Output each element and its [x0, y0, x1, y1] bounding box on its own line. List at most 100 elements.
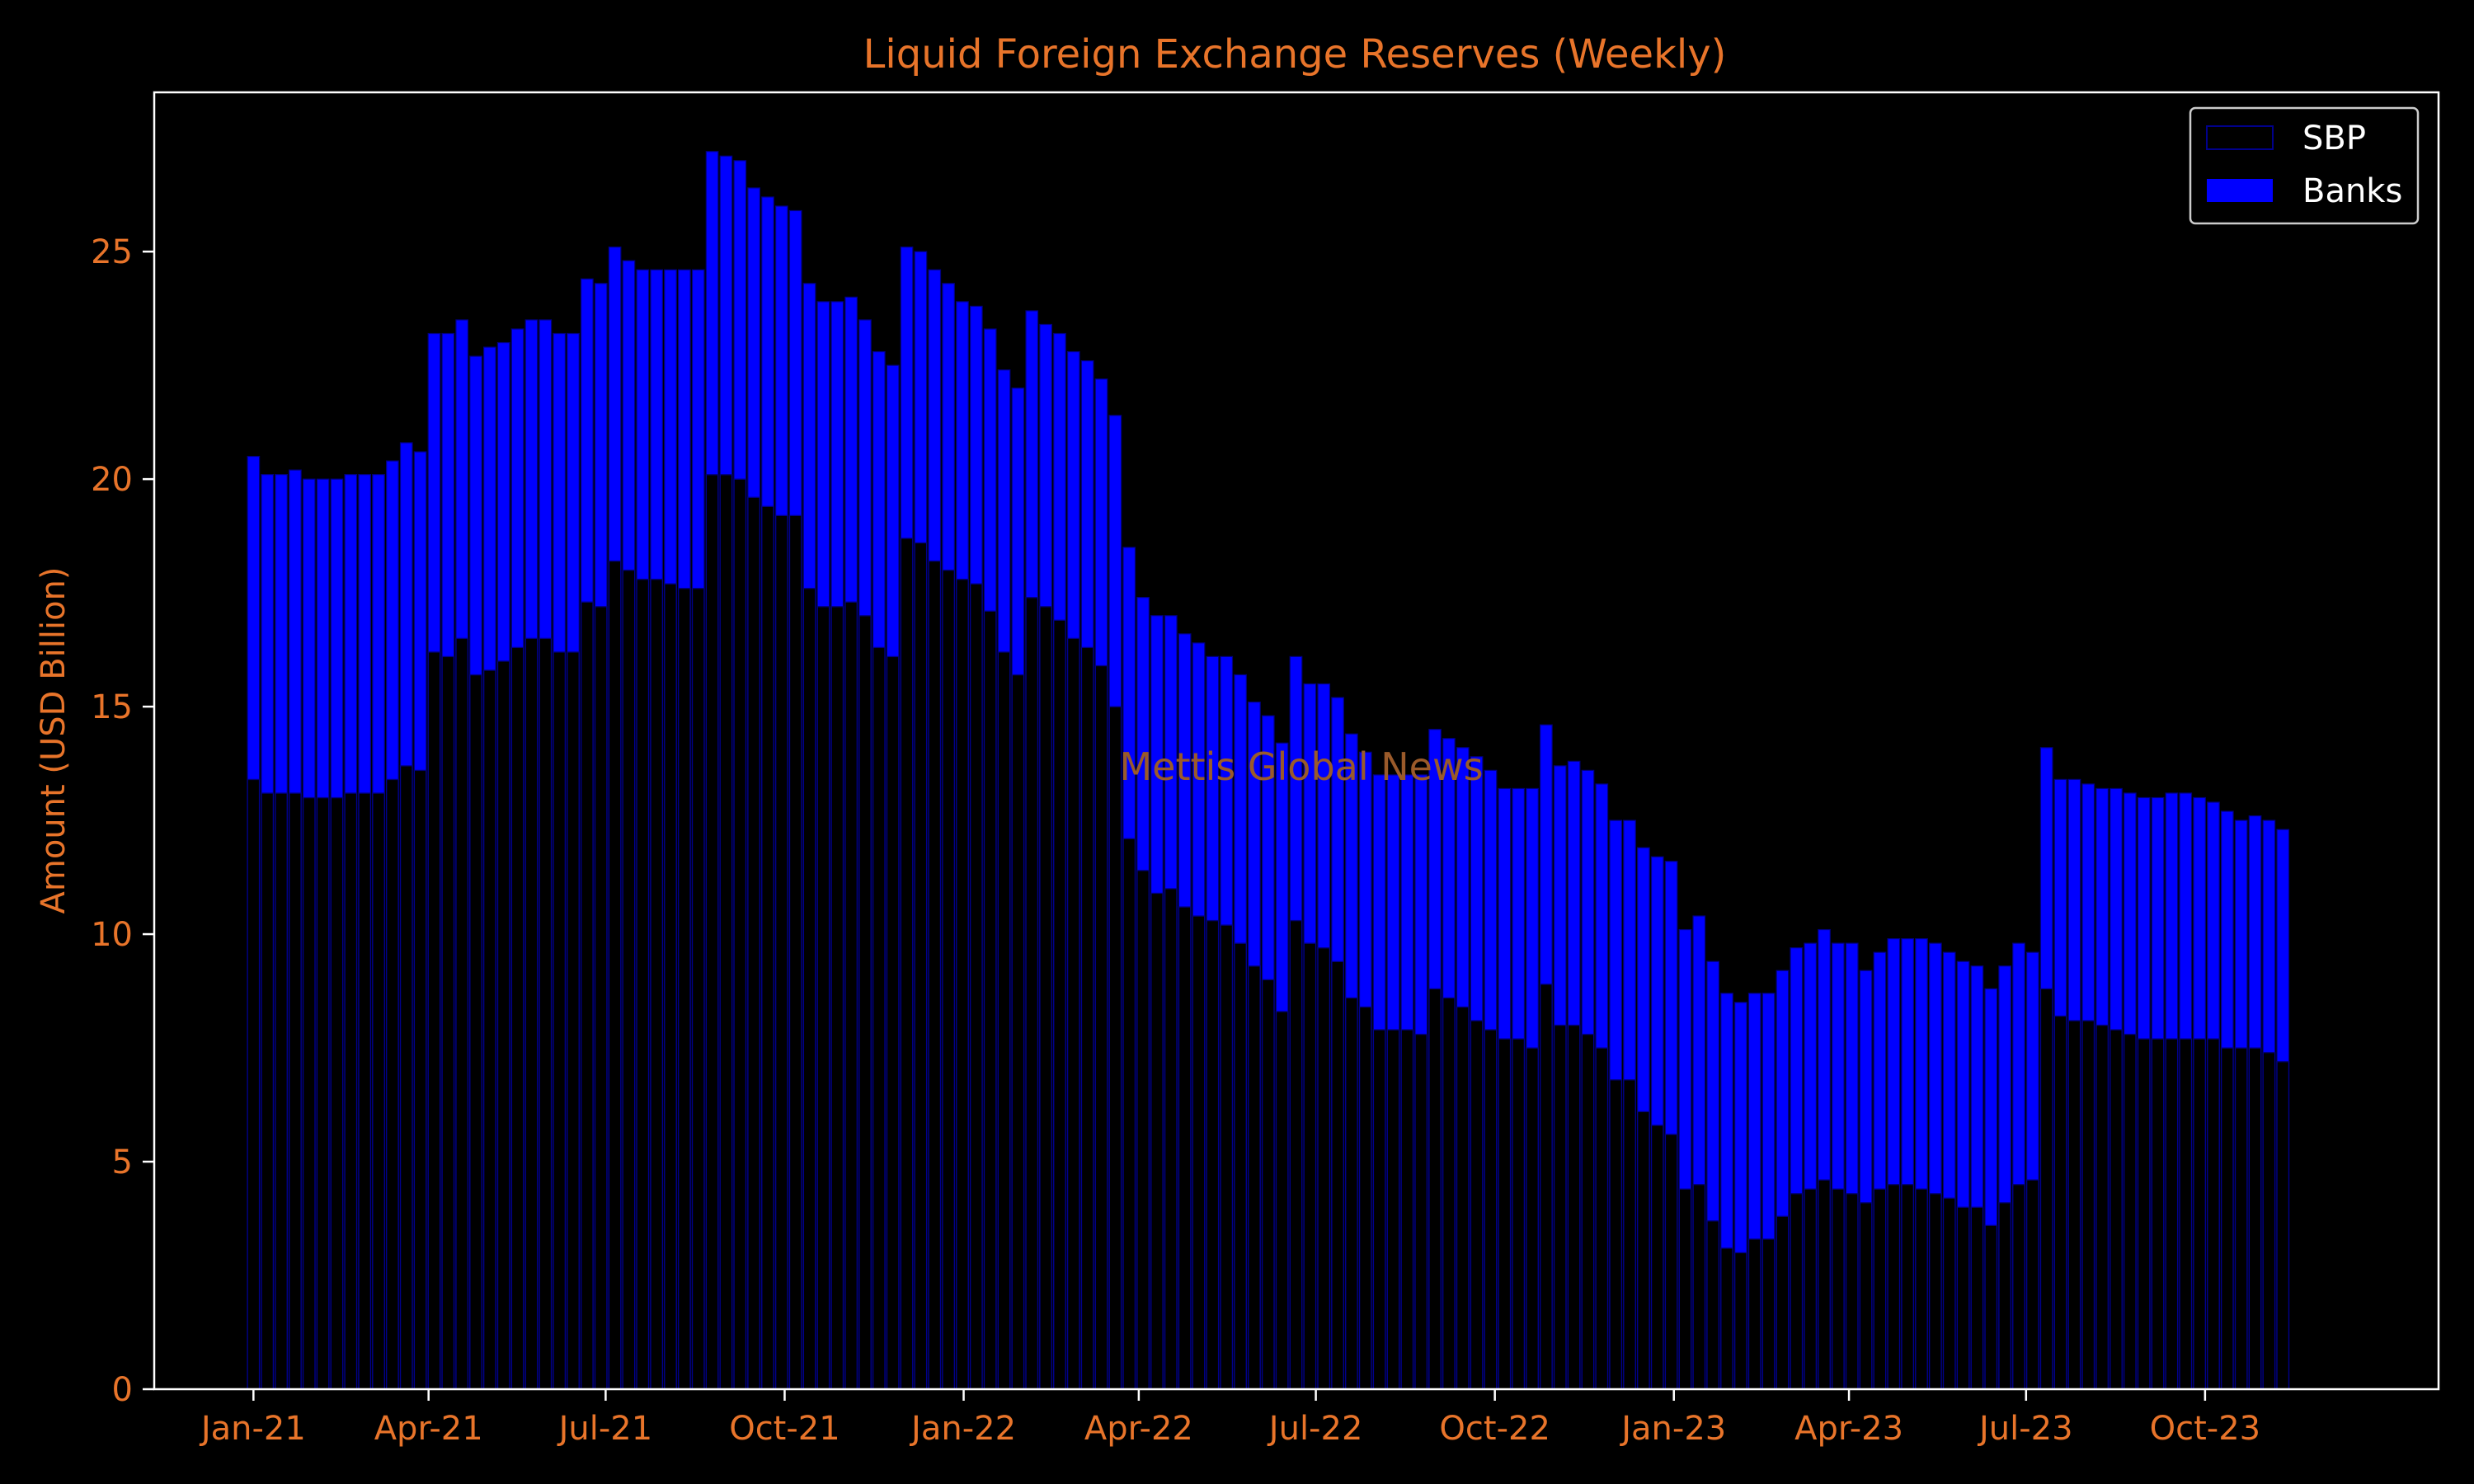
plot-area-frame — [153, 91, 2440, 1391]
y-axis-label: Amount (USD Billion) — [35, 566, 73, 913]
bar-banks — [691, 269, 705, 589]
bar-banks — [1720, 993, 1733, 1249]
bar-sbp — [1581, 1033, 1595, 1390]
bar-sbp — [1956, 1206, 1970, 1390]
bar-banks — [1887, 937, 1901, 1186]
bar-sbp — [469, 674, 482, 1390]
bar-banks — [2026, 951, 2039, 1181]
bar-sbp — [622, 569, 636, 1390]
bar-sbp — [247, 778, 261, 1390]
bar-banks — [1178, 633, 1192, 908]
bar-banks — [1609, 819, 1623, 1081]
bar-banks — [2220, 810, 2234, 1049]
bar-sbp — [1804, 1188, 1818, 1390]
bar-sbp — [580, 601, 594, 1390]
bar-sbp — [1136, 870, 1150, 1390]
bar-banks — [2234, 819, 2248, 1049]
bar-sbp — [567, 651, 580, 1390]
bar-sbp — [1386, 1029, 1400, 1390]
bar-banks — [1358, 751, 1372, 1007]
bar-sbp — [1664, 1134, 1678, 1390]
bar-sbp — [1678, 1188, 1692, 1390]
bar-sbp — [2095, 1024, 2109, 1390]
bar-sbp — [1150, 892, 1164, 1390]
bar-banks — [1678, 928, 1692, 1190]
bar-sbp — [1414, 1033, 1428, 1390]
bar-sbp — [553, 651, 567, 1390]
bar-sbp — [316, 796, 330, 1390]
bar-sbp — [733, 478, 747, 1390]
bar-banks — [1664, 861, 1678, 1135]
bar-banks — [1692, 915, 1706, 1186]
bar-banks — [1025, 310, 1039, 599]
bar-sbp — [2276, 1060, 2290, 1390]
y-tick-label: 20 — [91, 461, 133, 499]
bar-sbp — [1984, 1224, 1998, 1390]
bar-banks — [788, 209, 802, 516]
bar-sbp — [2151, 1038, 2165, 1390]
bar-banks — [1150, 615, 1164, 894]
bar-banks — [1567, 760, 1581, 1026]
x-tick-label: Jan-21 — [199, 1410, 306, 1448]
bar-banks — [1275, 742, 1289, 1012]
bar-banks — [496, 341, 510, 662]
bar-sbp — [2234, 1047, 2248, 1390]
bar-banks — [2012, 942, 2025, 1186]
x-axis: Jan-21 Apr-21 Jul-21 Oct-21 Jan-22 Apr-22 Jul-… — [199, 1389, 2260, 1448]
bar-banks — [399, 442, 413, 767]
bar-sbp — [1372, 1029, 1386, 1390]
bar-banks — [2276, 829, 2290, 1063]
bar-sbp — [2207, 1038, 2220, 1390]
bar-sbp — [2053, 1015, 2067, 1390]
bar-sbp — [441, 655, 455, 1390]
bar-banks — [358, 474, 372, 794]
bar-banks — [747, 187, 760, 498]
bar-sbp — [774, 514, 788, 1390]
bar-sbp — [664, 583, 677, 1390]
bar-sbp — [997, 651, 1011, 1390]
bar-banks — [1442, 738, 1456, 998]
bar-sbp — [969, 583, 983, 1390]
bar-sbp — [705, 473, 719, 1390]
bar-banks — [1400, 774, 1414, 1031]
bar-sbp — [1164, 888, 1178, 1390]
bar-banks — [1734, 1002, 1747, 1254]
bar-banks — [2081, 783, 2095, 1021]
bar-banks — [316, 478, 330, 799]
bar-sbp — [608, 560, 622, 1390]
bar-banks — [1289, 655, 1303, 922]
bar-sbp — [2081, 1020, 2095, 1390]
legend-label-banks: Banks — [2302, 172, 2402, 210]
bar-sbp — [1498, 1038, 1512, 1390]
bar-banks — [636, 269, 650, 580]
bar-sbp — [1094, 665, 1108, 1390]
bar-banks — [247, 455, 261, 781]
bar-banks — [2262, 819, 2276, 1054]
x-tick-label: Jul-21 — [557, 1410, 653, 1448]
bar-sbp — [1692, 1183, 1706, 1390]
x-tick-label: Apr-21 — [374, 1410, 483, 1448]
bar-sbp — [1859, 1202, 1873, 1390]
x-tick-label: Apr-22 — [1084, 1410, 1193, 1448]
bar-banks — [553, 332, 567, 653]
bar-banks — [2193, 796, 2206, 1040]
bar-banks — [1053, 332, 1066, 621]
bar-sbp — [1331, 960, 1345, 1390]
x-tick-label: Jan-22 — [909, 1410, 1016, 1448]
bar-banks — [816, 301, 830, 608]
bar-sbp — [1776, 1215, 1790, 1390]
bar-banks — [510, 328, 524, 648]
bar-sbp — [983, 610, 997, 1390]
bar-sbp — [372, 792, 385, 1390]
bar-sbp — [2137, 1038, 2151, 1390]
bar-banks — [524, 319, 539, 639]
bar-banks — [1747, 993, 1761, 1240]
bar-sbp — [872, 646, 886, 1390]
bar-banks — [1804, 942, 1818, 1190]
y-tick-label: 10 — [91, 916, 133, 954]
bar-banks — [844, 296, 858, 603]
bar-sbp — [1609, 1078, 1623, 1390]
bar-banks — [2123, 792, 2137, 1036]
bar-banks — [1650, 856, 1664, 1126]
bar-banks — [1261, 715, 1275, 980]
